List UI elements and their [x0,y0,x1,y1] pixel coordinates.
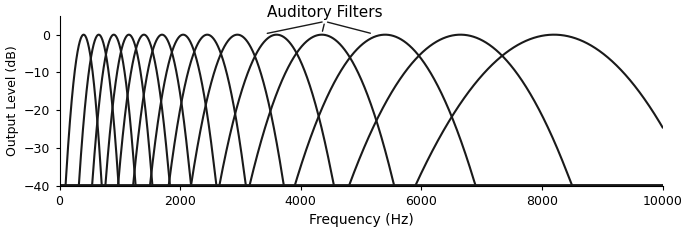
X-axis label: Frequency (Hz): Frequency (Hz) [309,213,413,227]
Y-axis label: Output Level (dB): Output Level (dB) [6,45,19,156]
Text: Auditory Filters: Auditory Filters [267,5,383,20]
